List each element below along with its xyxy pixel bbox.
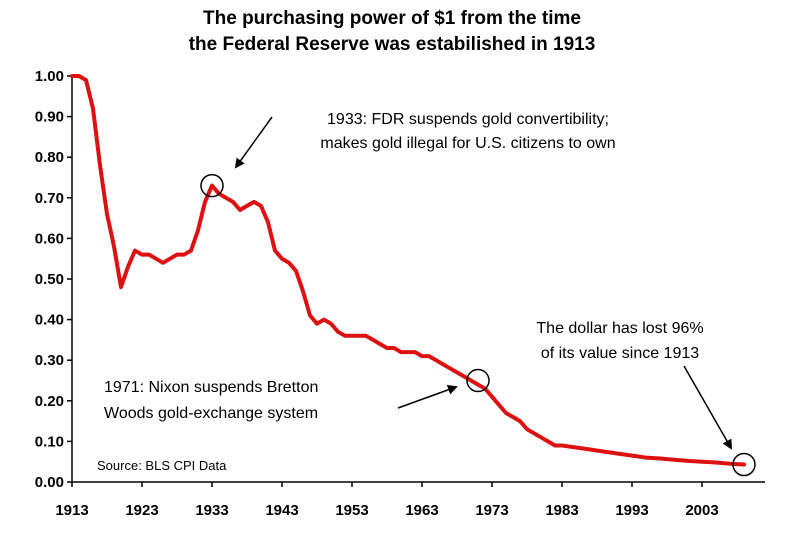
annotation-1971-arrow [397,385,458,409]
annotation-1933-arrow [234,116,273,169]
y-tick-label: 0.90 [35,109,64,126]
x-tick-label: 1983 [545,502,578,519]
x-tick-label: 1943 [265,502,298,519]
y-tick-label: 0.60 [35,230,64,247]
highlight-circle [732,452,756,477]
annotation-loss-line-2: of its value since 1913 [541,345,699,362]
y-tick-label: 1.00 [35,68,64,85]
highlight-circle [200,173,224,198]
x-tick-label: 1973 [475,502,508,519]
x-tick-label: 1953 [335,502,368,519]
x-tick-label: 2003 [685,502,718,519]
annotation-1933-line-2: makes gold illegal for U.S. citizens to … [320,135,615,152]
y-tick-label: 0.40 [35,312,64,329]
chart-title-line-1: The purchasing power of $1 from the time [203,8,581,29]
annotation-1971-line-1: 1971: Nixon suspends Bretton [104,379,318,396]
x-axis-ticks: 1913 1923 1933 1943 1953 1963 1973 1983 1993 2003 [55,482,719,519]
y-tick-label: 0.50 [35,271,64,288]
highlight-circles [200,173,756,477]
annotation-1971-line-2: Woods gold-exchange system [104,405,318,422]
x-tick-label: 1993 [615,502,648,519]
y-tick-label: 0.30 [35,352,64,369]
x-tick-label: 1923 [125,502,158,519]
y-tick-label: 0.00 [35,474,64,491]
y-tick-label: 0.70 [35,190,64,207]
x-tick-label: 1913 [55,502,88,519]
x-tick-label: 1963 [405,502,438,519]
annotation-loss-arrow [683,365,732,450]
y-tick-label: 0.10 [35,433,64,450]
highlight-circle [466,368,490,393]
chart-title-line-2: the Federal Reserve was estabilished in … [189,34,596,55]
y-tick-label: 0.80 [35,149,64,166]
y-tick-label: 0.20 [35,393,64,410]
annotation-loss-line-1: The dollar has lost 96% [536,320,703,337]
y-axis-ticks: 0.00 0.10 0.20 0.30 0.40 0.50 0.60 0.70 0.80 0.90… [35,68,72,491]
x-tick-label: 1933 [195,502,228,519]
annotation-1933-line-1: 1933: FDR suspends gold convertibility; [327,111,609,128]
series-line-purchasing-power [70,74,746,467]
source-label: Source: BLS CPI Data [97,458,227,473]
